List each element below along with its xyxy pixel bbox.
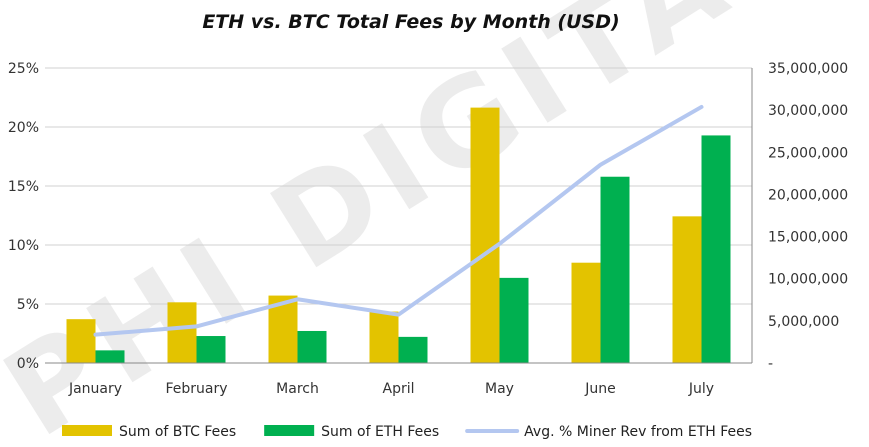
line-series bbox=[93, 104, 704, 337]
category-label: June bbox=[584, 381, 616, 397]
right-tick-label: 30,000,000 bbox=[768, 103, 848, 119]
legend: Sum of BTC Fees Sum of ETH Fees Avg. % Min… bbox=[62, 424, 752, 440]
bar-btc bbox=[470, 107, 500, 363]
legend-label: Avg. % Miner Rev from ETH Fees bbox=[524, 424, 752, 440]
axes bbox=[45, 68, 753, 364]
left-tick-label: 10% bbox=[8, 238, 39, 254]
right-tick-label: - bbox=[768, 356, 773, 372]
right-tick-label: 20,000,000 bbox=[768, 187, 848, 203]
category-label: March bbox=[276, 381, 319, 397]
bar-eth bbox=[95, 350, 125, 363]
bar-eth bbox=[499, 277, 529, 363]
bar-eth bbox=[297, 330, 327, 363]
bar-btc bbox=[571, 262, 601, 363]
bar-eth bbox=[398, 336, 428, 363]
left-axis-ticks: 0% 5% 10% 15% 20% 25% bbox=[8, 61, 39, 372]
legend-swatch bbox=[62, 425, 112, 436]
category-label: May bbox=[485, 381, 514, 397]
legend-label: Sum of ETH Fees bbox=[321, 424, 439, 440]
left-tick-label: 20% bbox=[8, 120, 39, 136]
bar-btc bbox=[369, 311, 399, 363]
right-tick-label: 35,000,000 bbox=[768, 61, 848, 77]
right-tick-label: 25,000,000 bbox=[768, 145, 848, 161]
left-tick-label: 0% bbox=[17, 356, 39, 372]
bar-btc bbox=[167, 302, 197, 363]
left-tick-label: 25% bbox=[8, 61, 39, 77]
legend-swatch bbox=[264, 425, 315, 436]
category-labels: January February March April May June July bbox=[68, 381, 714, 397]
category-label: April bbox=[383, 381, 415, 397]
right-tick-label: 10,000,000 bbox=[768, 272, 848, 288]
bar-btc bbox=[672, 216, 702, 363]
left-tick-label: 5% bbox=[17, 297, 39, 313]
bar-btc bbox=[66, 319, 96, 363]
bar-eth bbox=[600, 176, 630, 363]
category-label: February bbox=[165, 381, 227, 397]
bar-eth bbox=[196, 336, 226, 363]
chart-title: ETH vs. BTC Total Fees by Month (USD) bbox=[202, 11, 619, 33]
line-miner-rev bbox=[93, 104, 704, 337]
right-tick-label: 5,000,000 bbox=[768, 314, 839, 330]
bars bbox=[66, 107, 731, 363]
legend-label: Sum of BTC Fees bbox=[119, 424, 236, 440]
left-tick-label: 15% bbox=[8, 179, 39, 195]
right-tick-label: 15,000,000 bbox=[768, 230, 848, 246]
right-axis-ticks: - 5,000,000 10,000,000 15,000,000 20,000,000… bbox=[768, 61, 848, 372]
category-label: January bbox=[68, 381, 122, 397]
category-label: July bbox=[688, 381, 714, 397]
bar-eth bbox=[701, 135, 731, 363]
